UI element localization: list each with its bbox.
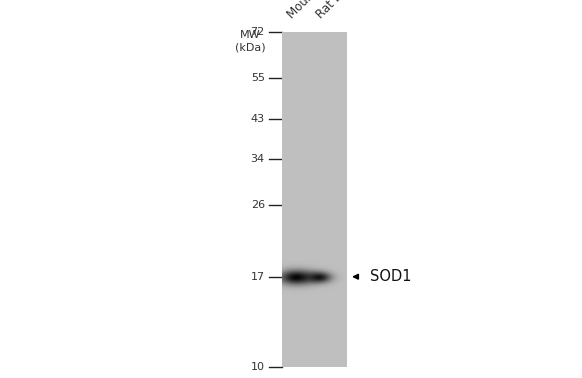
Bar	[282, 32, 346, 367]
Text: Mouse brain: Mouse brain	[285, 0, 345, 21]
Text: 26: 26	[251, 200, 265, 210]
Text: 10: 10	[251, 362, 265, 372]
Text: SOD1: SOD1	[370, 269, 411, 284]
Text: MW: MW	[240, 30, 261, 40]
Text: 43: 43	[251, 115, 265, 124]
Text: 55: 55	[251, 73, 265, 83]
Text: 72: 72	[251, 27, 265, 37]
Text: (kDa): (kDa)	[235, 43, 265, 53]
Text: 34: 34	[251, 154, 265, 164]
Text: 17: 17	[251, 272, 265, 282]
Text: Rat brain: Rat brain	[314, 0, 361, 21]
